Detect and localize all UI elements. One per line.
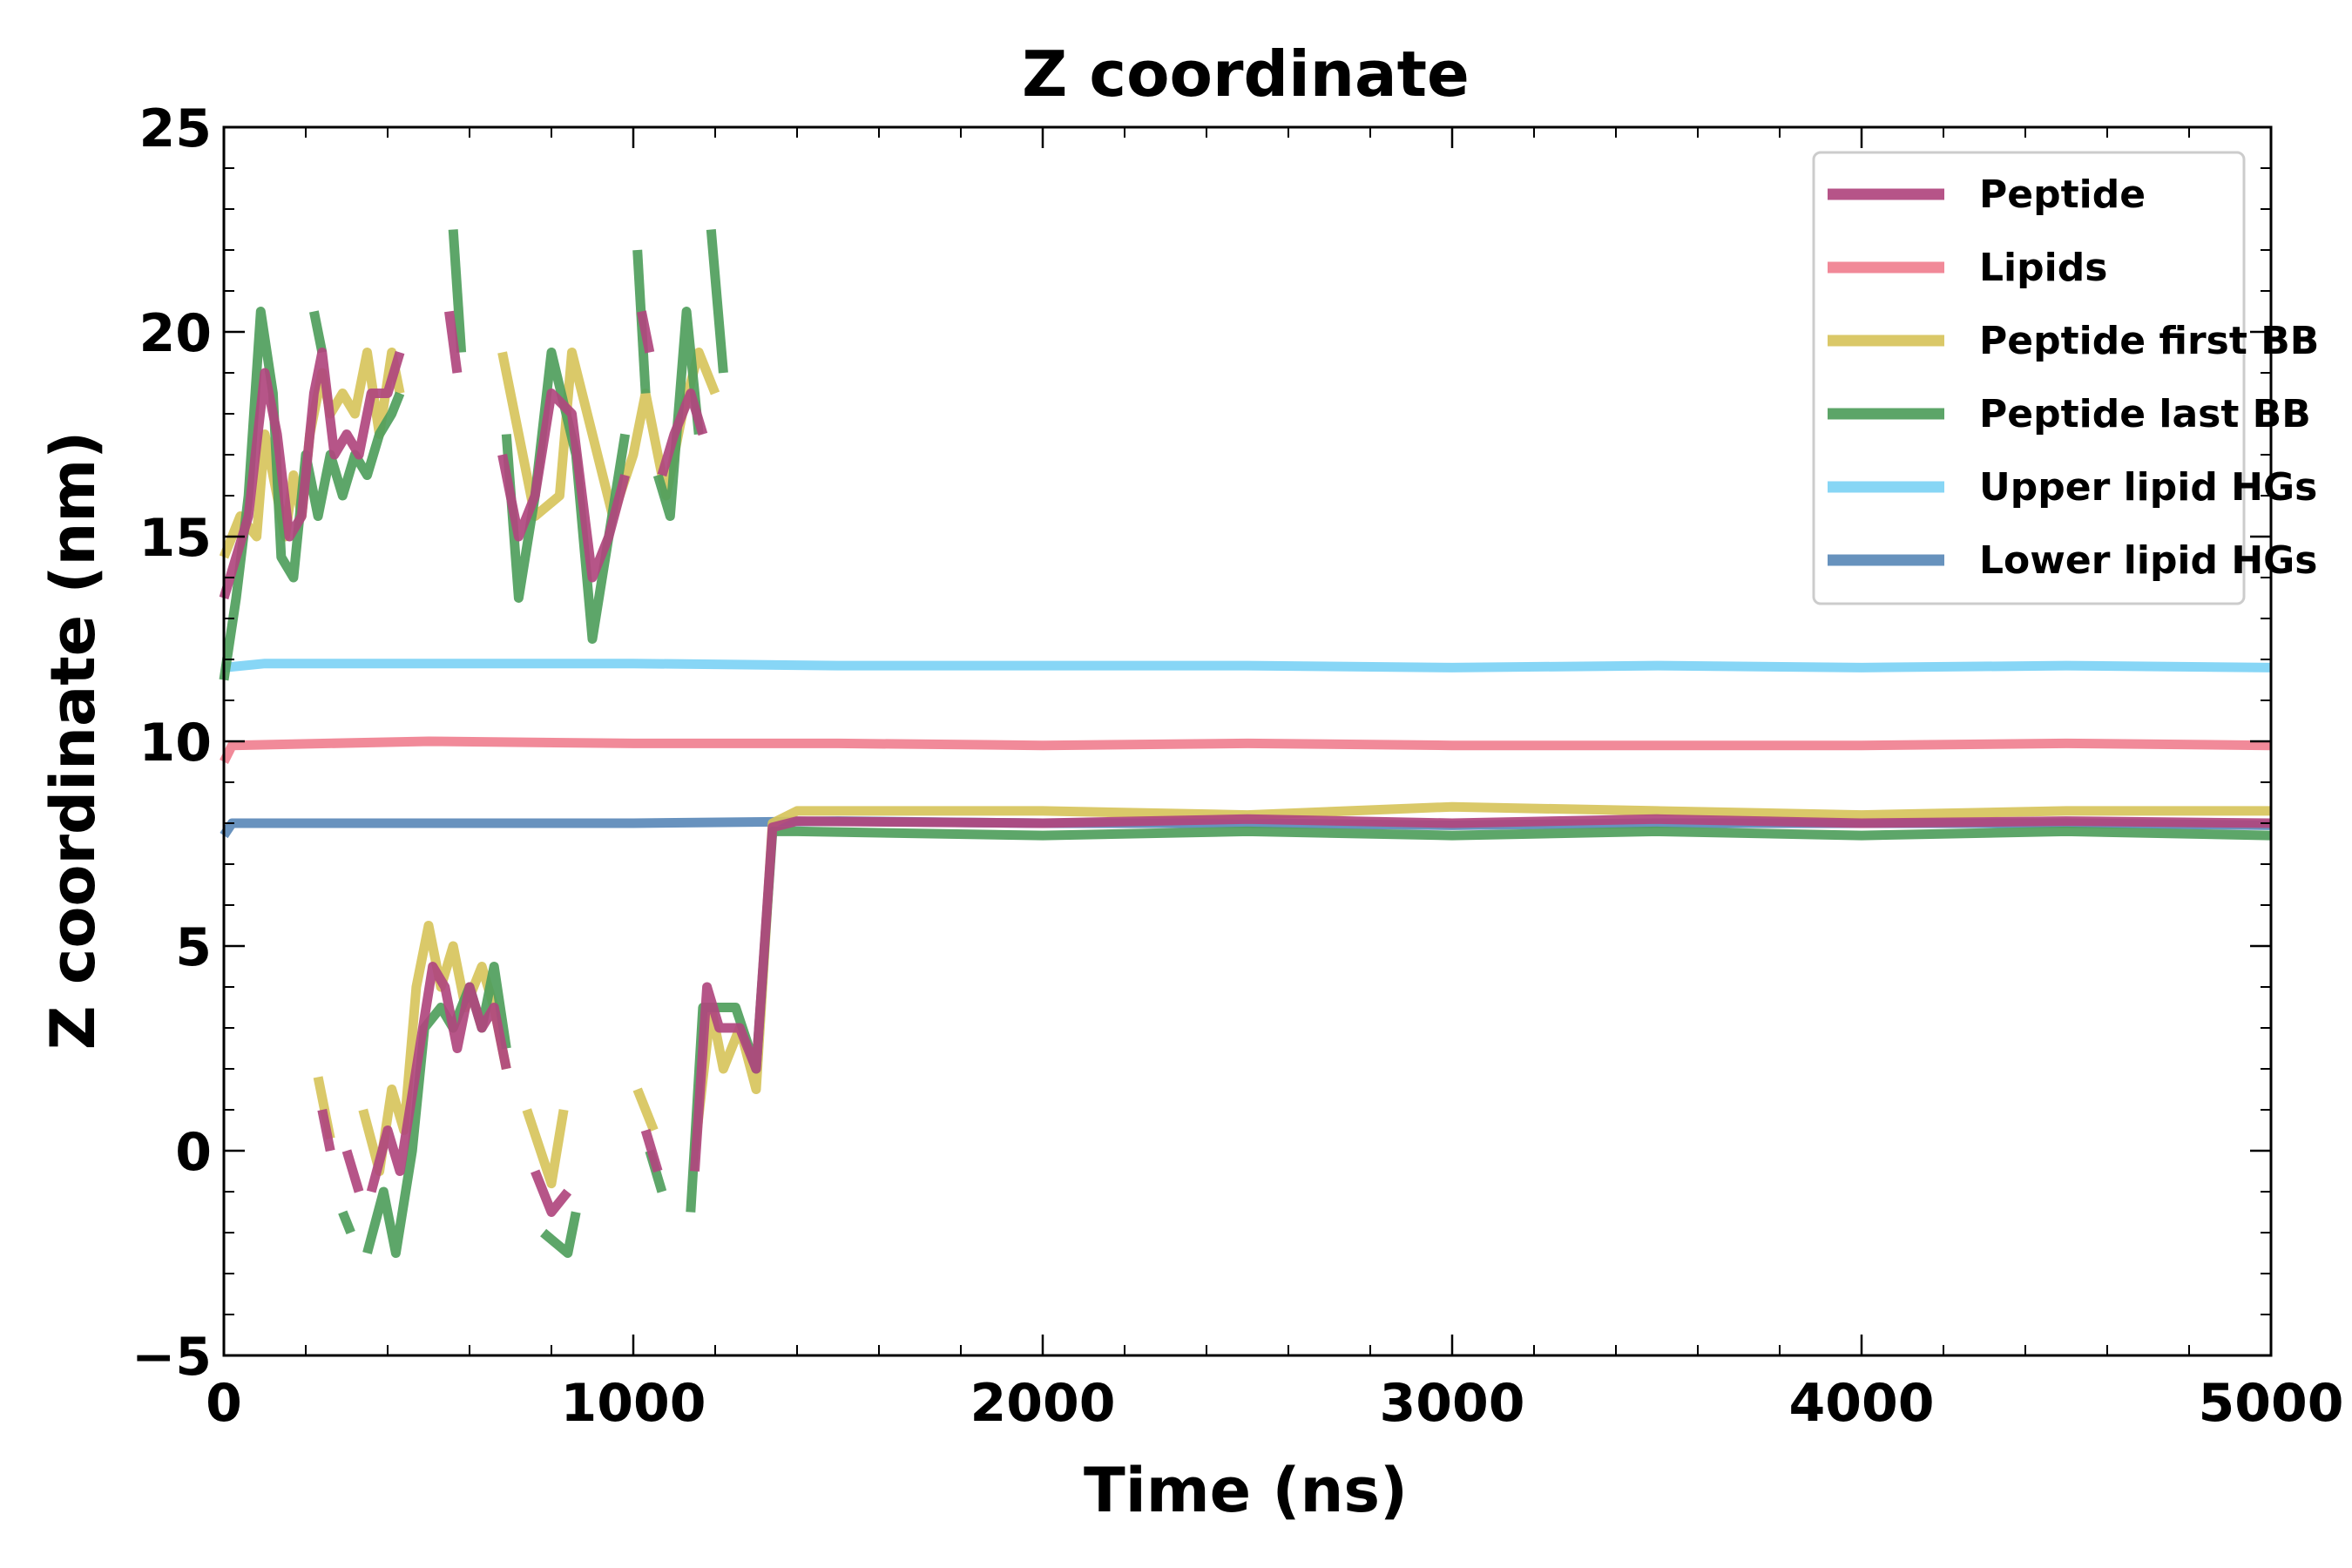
series-line-segment	[531, 1169, 572, 1217]
series-line-segment	[690, 814, 2272, 1172]
x-tick-label: 4000	[1789, 1373, 1935, 1434]
y-tick-label: −5	[132, 1327, 212, 1388]
y-tick-label: 0	[175, 1122, 212, 1183]
series-line-segment	[497, 389, 630, 583]
y-tick-label: 10	[139, 713, 213, 774]
legend-label: Peptide first BB	[1979, 319, 2319, 363]
series-lipids	[220, 736, 2272, 764]
series-line-segment	[657, 389, 708, 477]
series-line-segment	[637, 310, 655, 354]
series-upper-lipid-hgs	[223, 659, 2272, 672]
y-tick-label: 25	[139, 98, 213, 159]
plot-frame	[222, 125, 2273, 1357]
legend: Peptide Lipids Peptide first BB Peptide las…	[1812, 151, 2319, 605]
plot-area	[219, 229, 2272, 1258]
y-axis-label: Z coordinate (nm)	[37, 431, 109, 1051]
legend-label: Upper lipid HGs	[1979, 465, 2317, 510]
series-line-segment	[632, 1087, 659, 1132]
series-line-segment	[219, 307, 405, 681]
legend-box	[1812, 151, 2246, 605]
y-tick-label: 20	[139, 303, 213, 364]
series-line-segment	[362, 962, 511, 1258]
legend-label: Peptide last BB	[1979, 392, 2311, 436]
series-line-segment	[706, 229, 728, 374]
series-line-segment	[640, 1128, 663, 1173]
series-line-segment	[444, 310, 463, 374]
series-peptide	[219, 310, 2272, 1217]
x-tick-label: 2000	[970, 1373, 1116, 1434]
series-line-segment	[522, 1108, 569, 1189]
series-line-segment	[358, 921, 511, 1176]
series-line-segment	[220, 736, 2272, 764]
series-line-segment	[338, 1210, 355, 1235]
legend-label: Lipids	[1979, 246, 2107, 290]
y-tick-label: 15	[139, 508, 213, 569]
x-tick-label: 3000	[1380, 1373, 1525, 1434]
series-line-segment	[448, 229, 467, 353]
x-tick-label: 1000	[561, 1373, 706, 1434]
series-line-segment	[690, 801, 2271, 1152]
legend-label: Peptide	[1979, 172, 2146, 217]
chart-title: Z coordinate	[1022, 37, 1470, 111]
series-line-segment	[309, 310, 328, 354]
series-line-segment	[540, 1211, 581, 1258]
x-axis-label: Time (ns)	[1084, 1455, 1408, 1526]
x-tick-label: 5000	[2199, 1373, 2344, 1434]
series-line-segment	[366, 962, 511, 1193]
y-tick-label: 5	[175, 917, 212, 978]
series-line-segment	[686, 826, 2272, 1213]
series-line-segment	[219, 348, 405, 600]
series-line-segment	[317, 1108, 335, 1152]
series-line-segment	[341, 1149, 364, 1193]
series-line-segment	[223, 659, 2272, 672]
legend-label: Lower lipid HGs	[1979, 538, 2317, 583]
x-tick-label: 0	[206, 1373, 242, 1434]
